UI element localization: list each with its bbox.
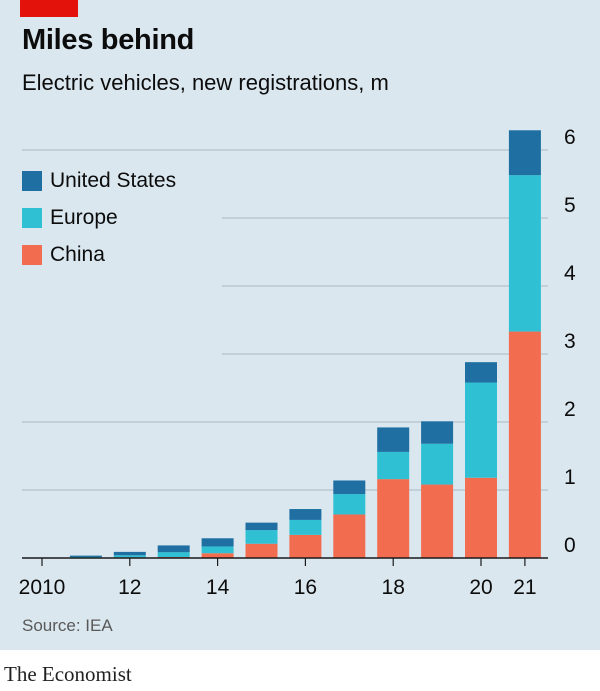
y-tick-label-0: 0 xyxy=(564,534,576,557)
legend-label-europe: Europe xyxy=(50,206,118,229)
legend-item-china: China xyxy=(22,242,105,268)
bar-europe-2021 xyxy=(508,175,541,332)
legend-swatch-china xyxy=(22,245,42,265)
bar-china-2018 xyxy=(377,479,410,558)
bar-united-states-2016 xyxy=(289,509,322,520)
bar-europe-2019 xyxy=(421,443,454,485)
x-tick-label-2012: 12 xyxy=(118,576,141,599)
bar-united-states-2017 xyxy=(333,480,366,495)
x-tick-label-2020: 20 xyxy=(469,576,492,599)
legend-swatch-europe xyxy=(22,208,42,228)
bar-united-states-2013 xyxy=(157,545,190,553)
bar-united-states-2015 xyxy=(245,522,278,531)
y-tick-label-6: 6 xyxy=(564,126,576,149)
y-tick-label-5: 5 xyxy=(564,194,576,217)
x-tick-label-2014: 14 xyxy=(206,576,230,599)
y-tick-label-1: 1 xyxy=(564,466,576,489)
bar-europe-2015 xyxy=(245,530,278,544)
legend-item-united-states: United States xyxy=(22,168,176,194)
y-tick-label-4: 4 xyxy=(564,262,576,285)
chart-subtitle: Electric vehicles, new registrations, m xyxy=(22,70,389,95)
bar-china-2020 xyxy=(465,477,497,558)
legend-swatch-united-states xyxy=(22,171,42,191)
bar-europe-2017 xyxy=(333,494,366,515)
bar-china-2017 xyxy=(333,514,366,558)
x-tick-label-2021: 21 xyxy=(513,576,536,599)
bar-united-states-2014 xyxy=(201,538,234,547)
bar-united-states-2018 xyxy=(377,427,410,452)
legend-item-europe: Europe xyxy=(22,205,118,231)
x-tick-label-2016: 16 xyxy=(294,576,317,599)
bar-europe-2018 xyxy=(377,451,410,480)
bar-united-states-2011 xyxy=(69,555,102,557)
bar-europe-2013 xyxy=(157,552,190,557)
x-tick-label-2010: 2010 xyxy=(19,576,66,599)
bar-united-states-2012 xyxy=(113,551,146,556)
bar-europe-2012 xyxy=(113,555,146,558)
legend-label-china: China xyxy=(50,243,105,266)
brand-wordmark: The Economist xyxy=(4,662,132,686)
bar-europe-2016 xyxy=(289,519,322,535)
bar-united-states-2020 xyxy=(465,362,497,383)
brand-red-tag xyxy=(20,0,78,17)
bar-united-states-2019 xyxy=(421,421,454,444)
legend-label-united-states: United States xyxy=(50,169,177,192)
bar-china-2016 xyxy=(289,534,322,558)
source-note: Source: IEA xyxy=(22,616,113,635)
y-tick-label-3: 3 xyxy=(564,330,576,353)
bar-china-2021 xyxy=(508,331,541,558)
y-tick-label-2: 2 xyxy=(564,398,576,421)
bar-europe-2020 xyxy=(465,382,497,478)
x-tick-label-2018: 18 xyxy=(382,576,405,599)
bar-china-2014 xyxy=(201,553,234,558)
chart-title: Miles behind xyxy=(22,24,195,56)
bar-china-2019 xyxy=(421,484,454,558)
bar-united-states-2021 xyxy=(508,130,541,176)
bar-europe-2014 xyxy=(201,546,234,554)
bar-china-2015 xyxy=(245,543,278,558)
